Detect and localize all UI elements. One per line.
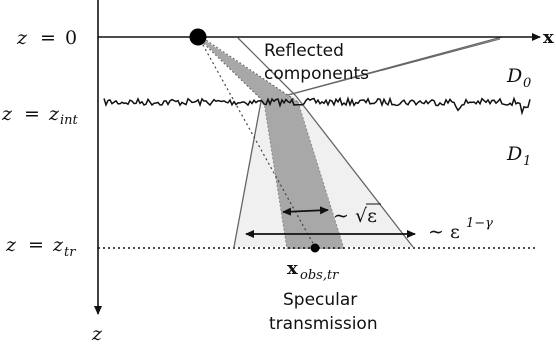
svg-text:D: D (506, 65, 522, 87)
svg-text:1: 1 (523, 154, 531, 169)
x-axis-label: x (543, 27, 554, 48)
observation-point (310, 243, 320, 253)
cone-top-right-edge (237, 37, 297, 97)
label-ztr: z = z tr (5, 234, 76, 260)
incident-beam-right-edge (202, 37, 299, 103)
svg-text:z: z (5, 234, 17, 256)
svg-text:x: x (287, 258, 298, 279)
domain-d0: D 0 (506, 65, 531, 91)
svg-text:obs,tr: obs,tr (300, 268, 339, 283)
svg-text:z: z (1, 103, 13, 125)
svg-text:z: z (48, 103, 60, 125)
svg-text:z: z (16, 27, 28, 49)
specular-beam-right-edge (297, 101, 345, 250)
label-z0: z = 0 (16, 27, 77, 49)
specular-beam-left-edge (263, 101, 288, 250)
svg-text:=: = (40, 27, 56, 49)
svg-text:D: D (506, 143, 522, 165)
svg-text:0: 0 (523, 76, 531, 91)
sqrt-eps-label: ∼ √ε (333, 205, 377, 227)
label-zint: z = z int (1, 103, 79, 128)
reflected-line-lower (261, 38, 501, 103)
observation-label: x obs,tr (287, 258, 339, 283)
source-point (189, 28, 207, 46)
reflected-label-line2: components (264, 64, 369, 84)
svg-text:=: = (28, 234, 44, 256)
rough-interface (103, 96, 531, 116)
svg-text:∼ ε: ∼ ε (428, 221, 460, 243)
cone-right-edge (295, 95, 414, 248)
domain-d1: D 1 (506, 143, 531, 169)
z-axis-label: z (91, 323, 103, 345)
sqrt-eps-width-arrow (282, 206, 329, 216)
svg-text:z: z (52, 234, 64, 256)
incident-beam-left-edge (194, 34, 265, 103)
svg-text:=: = (24, 103, 40, 125)
incident-beam (195, 34, 298, 102)
svg-text:1−γ: 1−γ (466, 216, 493, 231)
svg-text:0: 0 (65, 27, 77, 49)
svg-text:tr: tr (64, 245, 76, 260)
cone-left-edge (233, 95, 263, 248)
svg-text:int: int (60, 113, 79, 128)
specular-label-line2: transmission (269, 314, 378, 334)
eps-pow-label: ∼ ε 1−γ (428, 216, 493, 243)
reflected-label-line1: Reflected (264, 41, 344, 61)
specular-label-line1: Specular (283, 290, 357, 310)
